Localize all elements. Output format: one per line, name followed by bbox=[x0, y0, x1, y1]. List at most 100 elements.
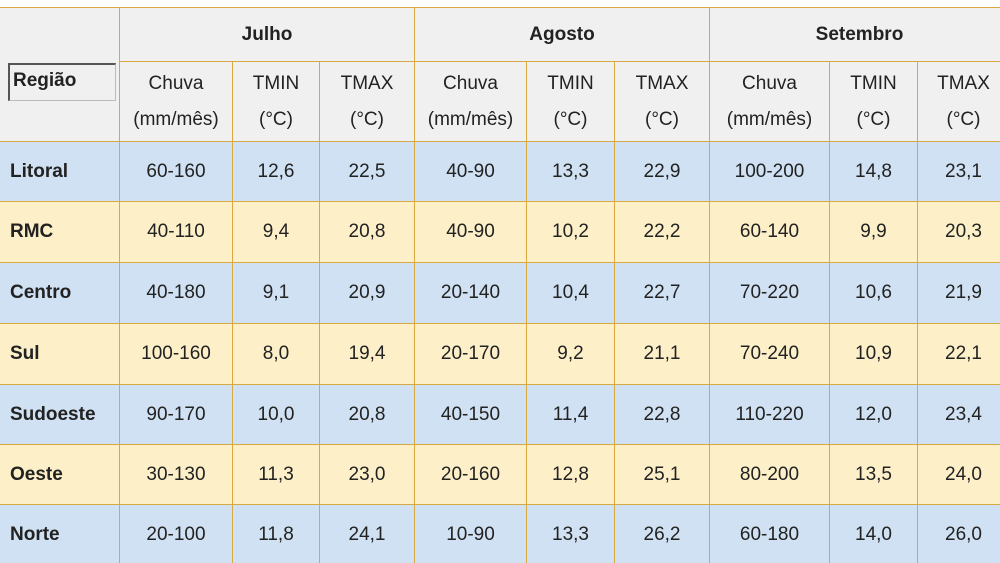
data-cell: 11,8 bbox=[233, 505, 320, 563]
column-name: TMIN bbox=[547, 72, 594, 94]
data-cell: 14,0 bbox=[830, 505, 918, 563]
data-cell: 19,4 bbox=[320, 324, 415, 385]
column-header: Chuva (mm/mês) bbox=[710, 62, 830, 142]
data-cell: 22,1 bbox=[918, 324, 1000, 385]
column-name: TMAX bbox=[340, 72, 394, 94]
column-unit: (°C) bbox=[856, 108, 891, 130]
region-name: RMC bbox=[0, 202, 120, 263]
column-unit: (mm/mês) bbox=[726, 108, 813, 130]
column-header: TMIN (°C) bbox=[527, 62, 615, 142]
column-header: TMIN (°C) bbox=[830, 62, 918, 142]
data-cell: 9,1 bbox=[233, 263, 320, 324]
table-top-border bbox=[0, 7, 1000, 8]
month-header: Setembro bbox=[710, 8, 1000, 62]
data-cell: 14,8 bbox=[830, 142, 918, 202]
month-header: Julho bbox=[120, 8, 415, 62]
data-cell: 21,1 bbox=[615, 324, 710, 385]
data-cell: 22,2 bbox=[615, 202, 710, 263]
column-name: TMIN bbox=[850, 72, 897, 94]
data-cell: 40-180 bbox=[120, 263, 233, 324]
column-unit: (°C) bbox=[553, 108, 588, 130]
column-name: TMIN bbox=[252, 72, 300, 94]
region-name: Centro bbox=[0, 263, 120, 324]
data-cell: 11,4 bbox=[527, 385, 615, 445]
data-cell: 13,3 bbox=[527, 142, 615, 202]
data-cell: 22,9 bbox=[615, 142, 710, 202]
data-cell: 80-200 bbox=[710, 445, 830, 505]
data-cell: 23,1 bbox=[918, 142, 1000, 202]
region-name: Litoral bbox=[0, 142, 120, 202]
data-cell: 9,9 bbox=[830, 202, 918, 263]
data-cell: 24,1 bbox=[320, 505, 415, 563]
data-cell: 30-130 bbox=[120, 445, 233, 505]
data-cell: 22,7 bbox=[615, 263, 710, 324]
data-cell: 21,9 bbox=[918, 263, 1000, 324]
column-name: Chuva bbox=[443, 72, 498, 94]
data-cell: 20,8 bbox=[320, 385, 415, 445]
data-cell: 10-90 bbox=[415, 505, 527, 563]
data-cell: 40-110 bbox=[120, 202, 233, 263]
data-cell: 20,3 bbox=[918, 202, 1000, 263]
column-unit: (°C) bbox=[645, 108, 679, 130]
region-name: Sudoeste bbox=[0, 385, 120, 445]
data-cell: 26,0 bbox=[918, 505, 1000, 563]
column-header: Chuva (mm/mês) bbox=[415, 62, 527, 142]
column-header: TMAX (°C) bbox=[615, 62, 710, 142]
column-header: TMAX (°C) bbox=[918, 62, 1000, 142]
data-cell: 20-100 bbox=[120, 505, 233, 563]
data-cell: 20-160 bbox=[415, 445, 527, 505]
data-cell: 60-160 bbox=[120, 142, 233, 202]
data-cell: 60-140 bbox=[710, 202, 830, 263]
column-header: TMIN (°C) bbox=[233, 62, 320, 142]
data-cell: 20-140 bbox=[415, 263, 527, 324]
region-name: Norte bbox=[0, 505, 120, 563]
column-unit: (°C) bbox=[259, 108, 293, 130]
month-header: Agosto bbox=[415, 8, 710, 62]
column-header: TMAX (°C) bbox=[320, 62, 415, 142]
data-cell: 100-160 bbox=[120, 324, 233, 385]
data-cell: 20,8 bbox=[320, 202, 415, 263]
data-cell: 22,8 bbox=[615, 385, 710, 445]
column-header: Chuva (mm/mês) bbox=[120, 62, 233, 142]
data-cell: 40-90 bbox=[415, 142, 527, 202]
data-cell: 13,5 bbox=[830, 445, 918, 505]
column-name: Chuva bbox=[742, 72, 797, 94]
data-cell: 10,0 bbox=[233, 385, 320, 445]
data-cell: 100-200 bbox=[710, 142, 830, 202]
data-cell: 40-90 bbox=[415, 202, 527, 263]
data-cell: 23,4 bbox=[918, 385, 1000, 445]
data-cell: 110-220 bbox=[710, 385, 830, 445]
column-unit: (mm/mês) bbox=[427, 108, 514, 130]
data-cell: 10,9 bbox=[830, 324, 918, 385]
data-cell: 10,2 bbox=[527, 202, 615, 263]
data-cell: 10,6 bbox=[830, 263, 918, 324]
data-cell: 22,5 bbox=[320, 142, 415, 202]
data-cell: 12,0 bbox=[830, 385, 918, 445]
data-cell: 20,9 bbox=[320, 263, 415, 324]
data-cell: 70-220 bbox=[710, 263, 830, 324]
data-cell: 20-170 bbox=[415, 324, 527, 385]
column-unit: (mm/mês) bbox=[133, 108, 219, 130]
data-cell: 13,3 bbox=[527, 505, 615, 563]
region-name: Oeste bbox=[0, 445, 120, 505]
data-cell: 12,6 bbox=[233, 142, 320, 202]
data-cell: 70-240 bbox=[710, 324, 830, 385]
data-cell: 24,0 bbox=[918, 445, 1000, 505]
data-cell: 23,0 bbox=[320, 445, 415, 505]
data-cell: 26,2 bbox=[615, 505, 710, 563]
data-cell: 11,3 bbox=[233, 445, 320, 505]
region-header: Região bbox=[8, 63, 116, 101]
data-cell: 8,0 bbox=[233, 324, 320, 385]
data-cell: 12,8 bbox=[527, 445, 615, 505]
region-header-cell: Região bbox=[0, 8, 120, 142]
column-name: TMAX bbox=[635, 72, 689, 94]
data-cell: 10,4 bbox=[527, 263, 615, 324]
region-name: Sul bbox=[0, 324, 120, 385]
column-name: TMAX bbox=[937, 72, 990, 94]
data-cell: 25,1 bbox=[615, 445, 710, 505]
column-name: Chuva bbox=[148, 72, 204, 94]
data-cell: 60-180 bbox=[710, 505, 830, 563]
column-unit: (°C) bbox=[350, 108, 384, 130]
data-cell: 9,4 bbox=[233, 202, 320, 263]
